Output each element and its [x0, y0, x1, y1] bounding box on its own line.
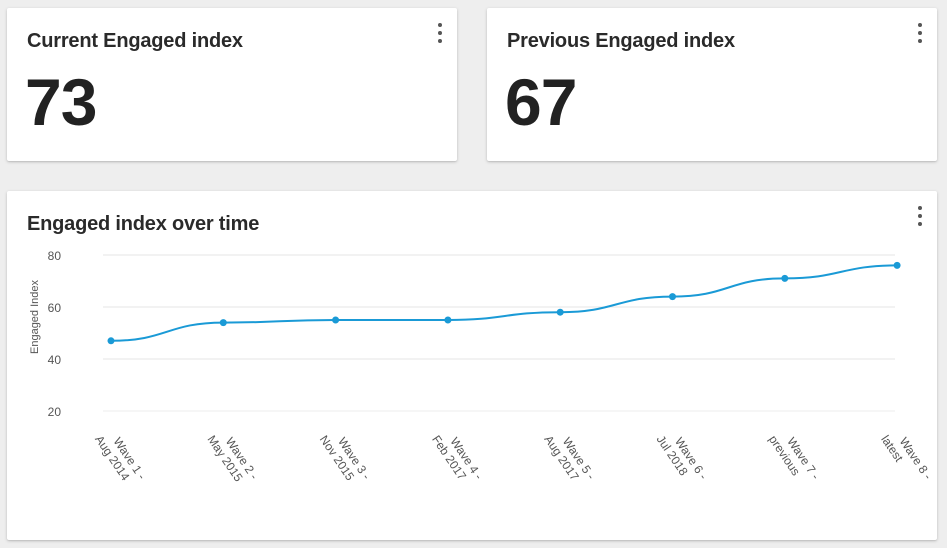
x-tick-label: Wave 6 -Jul 2018	[654, 425, 711, 490]
more-vert-icon[interactable]	[437, 23, 443, 43]
y-tick-label: 80	[48, 249, 62, 263]
x-tick-label: Wave 8 -latest	[878, 425, 935, 490]
previous-engaged-value: 67	[505, 65, 577, 139]
data-point	[107, 337, 115, 345]
data-point	[556, 308, 564, 316]
y-tick-label: 60	[48, 301, 62, 315]
x-tick-label: Wave 1 -Aug 2014	[92, 425, 149, 490]
x-tick-label: Wave 4 -Feb 2017	[429, 425, 486, 490]
data-point	[669, 293, 676, 301]
current-engaged-title: Current Engaged index	[27, 30, 243, 52]
data-point	[781, 274, 789, 282]
line-chart: 20 40 60 80 Engaged Index Wave 1 -Aug 2014 Wav…	[29, 249, 935, 490]
x-tick-label: Wave 5 -Aug 2017	[541, 425, 598, 490]
data-point	[893, 261, 901, 269]
y-axis-title: Engaged Index	[29, 279, 41, 354]
previous-engaged-title: Previous Engaged index	[507, 30, 735, 52]
chart-title: Engaged index over time	[27, 213, 260, 235]
data-point	[219, 319, 227, 327]
current-engaged-value: 73	[25, 65, 97, 139]
previous-engaged-card: Previous Engaged index 67	[487, 8, 937, 161]
data-point	[332, 316, 340, 324]
y-tick-label: 40	[48, 353, 62, 367]
data-point	[444, 316, 452, 324]
x-tick-label: Wave 7 -previous	[766, 425, 823, 490]
x-tick-label: Wave 3 -Nov 2015	[317, 425, 374, 490]
series-line	[110, 264, 898, 342]
x-tick-label: Wave 2 -May 2015	[204, 425, 261, 490]
y-tick-label: 20	[48, 405, 62, 419]
engaged-over-time-card: Engaged index over time 20 40 60 80 Engaged …	[7, 191, 937, 540]
current-engaged-card: Current Engaged index 73	[7, 8, 457, 161]
more-vert-icon[interactable]	[917, 23, 923, 43]
more-vert-icon[interactable]	[917, 206, 923, 226]
